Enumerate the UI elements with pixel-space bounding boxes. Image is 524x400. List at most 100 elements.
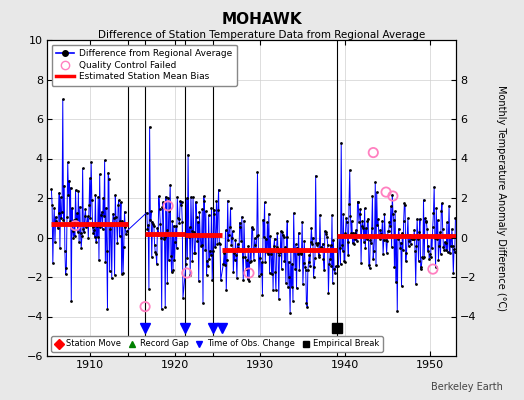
Point — [277, 228, 285, 235]
Point — [213, 241, 221, 247]
Point — [67, 184, 75, 191]
Point — [203, 258, 211, 264]
Point — [436, 250, 445, 257]
Point — [424, 243, 433, 249]
Point — [439, 226, 447, 232]
Point — [397, 283, 406, 290]
Point — [66, 218, 74, 224]
Point — [204, 212, 213, 218]
Point — [77, 230, 85, 236]
Point — [275, 296, 283, 302]
Point — [305, 252, 313, 258]
Point — [245, 278, 253, 284]
Point — [387, 203, 395, 210]
Point — [306, 263, 314, 270]
Point — [119, 244, 128, 250]
Point — [116, 218, 124, 224]
Point — [323, 234, 331, 240]
Point — [372, 262, 380, 268]
Point — [70, 217, 78, 224]
Point — [375, 231, 383, 238]
Point — [341, 258, 349, 265]
Point — [170, 222, 178, 229]
Point — [377, 231, 385, 237]
Point — [101, 259, 110, 266]
Point — [53, 220, 61, 227]
Point — [199, 300, 207, 306]
Point — [407, 235, 416, 241]
Point — [294, 230, 303, 236]
Point — [172, 245, 181, 251]
Point — [57, 215, 66, 221]
Point — [284, 284, 292, 290]
Point — [365, 265, 374, 272]
Point — [283, 217, 291, 224]
Point — [157, 234, 165, 241]
Point — [319, 255, 328, 262]
Point — [266, 233, 275, 240]
Point — [176, 198, 184, 204]
Point — [93, 222, 101, 229]
Point — [325, 261, 333, 268]
Text: MOHAWK: MOHAWK — [222, 12, 302, 27]
Point — [97, 209, 106, 215]
Point — [62, 265, 71, 272]
Point — [275, 252, 283, 258]
Point — [81, 206, 90, 212]
Point — [296, 248, 304, 255]
Point — [301, 267, 310, 274]
Point — [420, 254, 429, 261]
Point — [259, 216, 267, 223]
Point — [101, 157, 109, 164]
Point — [308, 240, 316, 247]
Point — [165, 256, 173, 263]
Point — [145, 286, 153, 292]
Point — [208, 205, 216, 211]
Point — [399, 218, 408, 224]
Point — [381, 236, 390, 243]
Point — [174, 215, 182, 222]
Point — [223, 197, 232, 204]
Point — [353, 238, 361, 244]
Point — [51, 239, 59, 245]
Point — [163, 279, 171, 286]
Point — [151, 249, 159, 256]
Point — [245, 270, 253, 276]
Point — [256, 246, 265, 253]
Point — [437, 207, 445, 214]
Point — [366, 237, 375, 243]
Point — [429, 209, 438, 216]
Point — [249, 246, 257, 252]
Point — [443, 249, 452, 256]
Point — [315, 254, 323, 260]
Point — [160, 236, 168, 242]
Point — [307, 239, 315, 246]
Point — [61, 248, 69, 254]
Point — [307, 225, 315, 231]
Point — [154, 231, 162, 238]
Point — [111, 192, 119, 198]
Point — [379, 237, 388, 244]
Point — [340, 258, 348, 264]
Point — [363, 218, 372, 224]
Point — [373, 222, 381, 228]
Point — [407, 241, 415, 247]
Point — [311, 172, 320, 179]
Point — [164, 195, 172, 201]
Point — [335, 233, 343, 239]
Point — [444, 234, 453, 240]
Point — [418, 254, 427, 260]
Point — [148, 218, 157, 225]
Legend: Station Move, Record Gap, Time of Obs. Change, Empirical Break: Station Move, Record Gap, Time of Obs. C… — [51, 336, 383, 352]
Point — [51, 214, 60, 220]
Point — [419, 255, 427, 262]
Point — [212, 232, 220, 238]
Point — [446, 232, 455, 239]
Point — [445, 202, 453, 209]
Point — [330, 266, 339, 272]
Point — [188, 258, 196, 264]
Point — [402, 250, 411, 256]
Point — [371, 179, 379, 185]
Point — [377, 232, 386, 238]
Point — [250, 235, 259, 242]
